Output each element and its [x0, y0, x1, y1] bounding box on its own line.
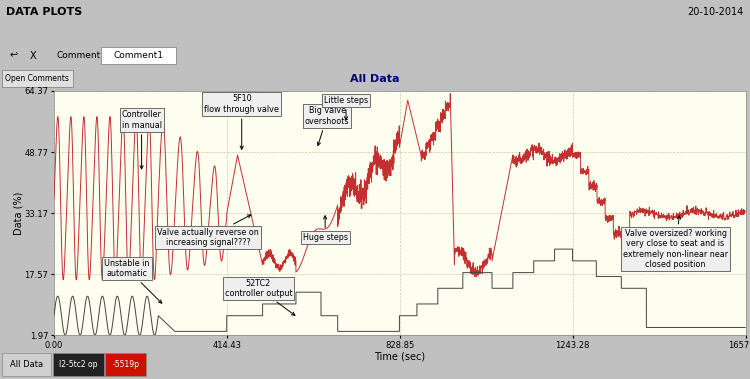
Text: ↩: ↩	[9, 50, 17, 61]
Text: 52TC2
controller output: 52TC2 controller output	[224, 279, 295, 315]
Text: Huge steps: Huge steps	[303, 216, 348, 242]
Text: All Data: All Data	[350, 74, 400, 84]
Text: I2-5tc2 op: I2-5tc2 op	[58, 360, 98, 369]
Text: -5519p: -5519p	[112, 360, 140, 369]
FancyBboxPatch shape	[2, 70, 73, 87]
Text: Comment: Comment	[56, 51, 100, 60]
Text: Comment1: Comment1	[114, 51, 164, 60]
Text: Valve oversized? working
very close to seat and is
extremely non-linear near
clo: Valve oversized? working very close to s…	[623, 216, 728, 269]
FancyBboxPatch shape	[105, 353, 146, 376]
X-axis label: Time (sec): Time (sec)	[374, 351, 425, 361]
FancyBboxPatch shape	[53, 353, 104, 376]
Text: Controller
in manual: Controller in manual	[122, 110, 161, 169]
FancyBboxPatch shape	[2, 353, 51, 376]
Text: DATA PLOTS: DATA PLOTS	[6, 7, 82, 17]
Y-axis label: Data (%): Data (%)	[13, 191, 23, 235]
FancyBboxPatch shape	[101, 47, 176, 64]
Text: X: X	[30, 50, 37, 61]
Text: Big valve
overshoots: Big valve overshoots	[305, 106, 350, 146]
Text: Little steps: Little steps	[324, 96, 368, 120]
Text: All Data: All Data	[10, 360, 44, 369]
Text: Valve actually reverse on
increasing signal????: Valve actually reverse on increasing sig…	[158, 215, 260, 247]
Text: 20-10-2014: 20-10-2014	[688, 7, 744, 17]
Text: Unstable in
automatic: Unstable in automatic	[104, 259, 162, 303]
Text: 5F10
flow through valve: 5F10 flow through valve	[204, 94, 279, 149]
Text: Open Comments: Open Comments	[4, 74, 69, 83]
